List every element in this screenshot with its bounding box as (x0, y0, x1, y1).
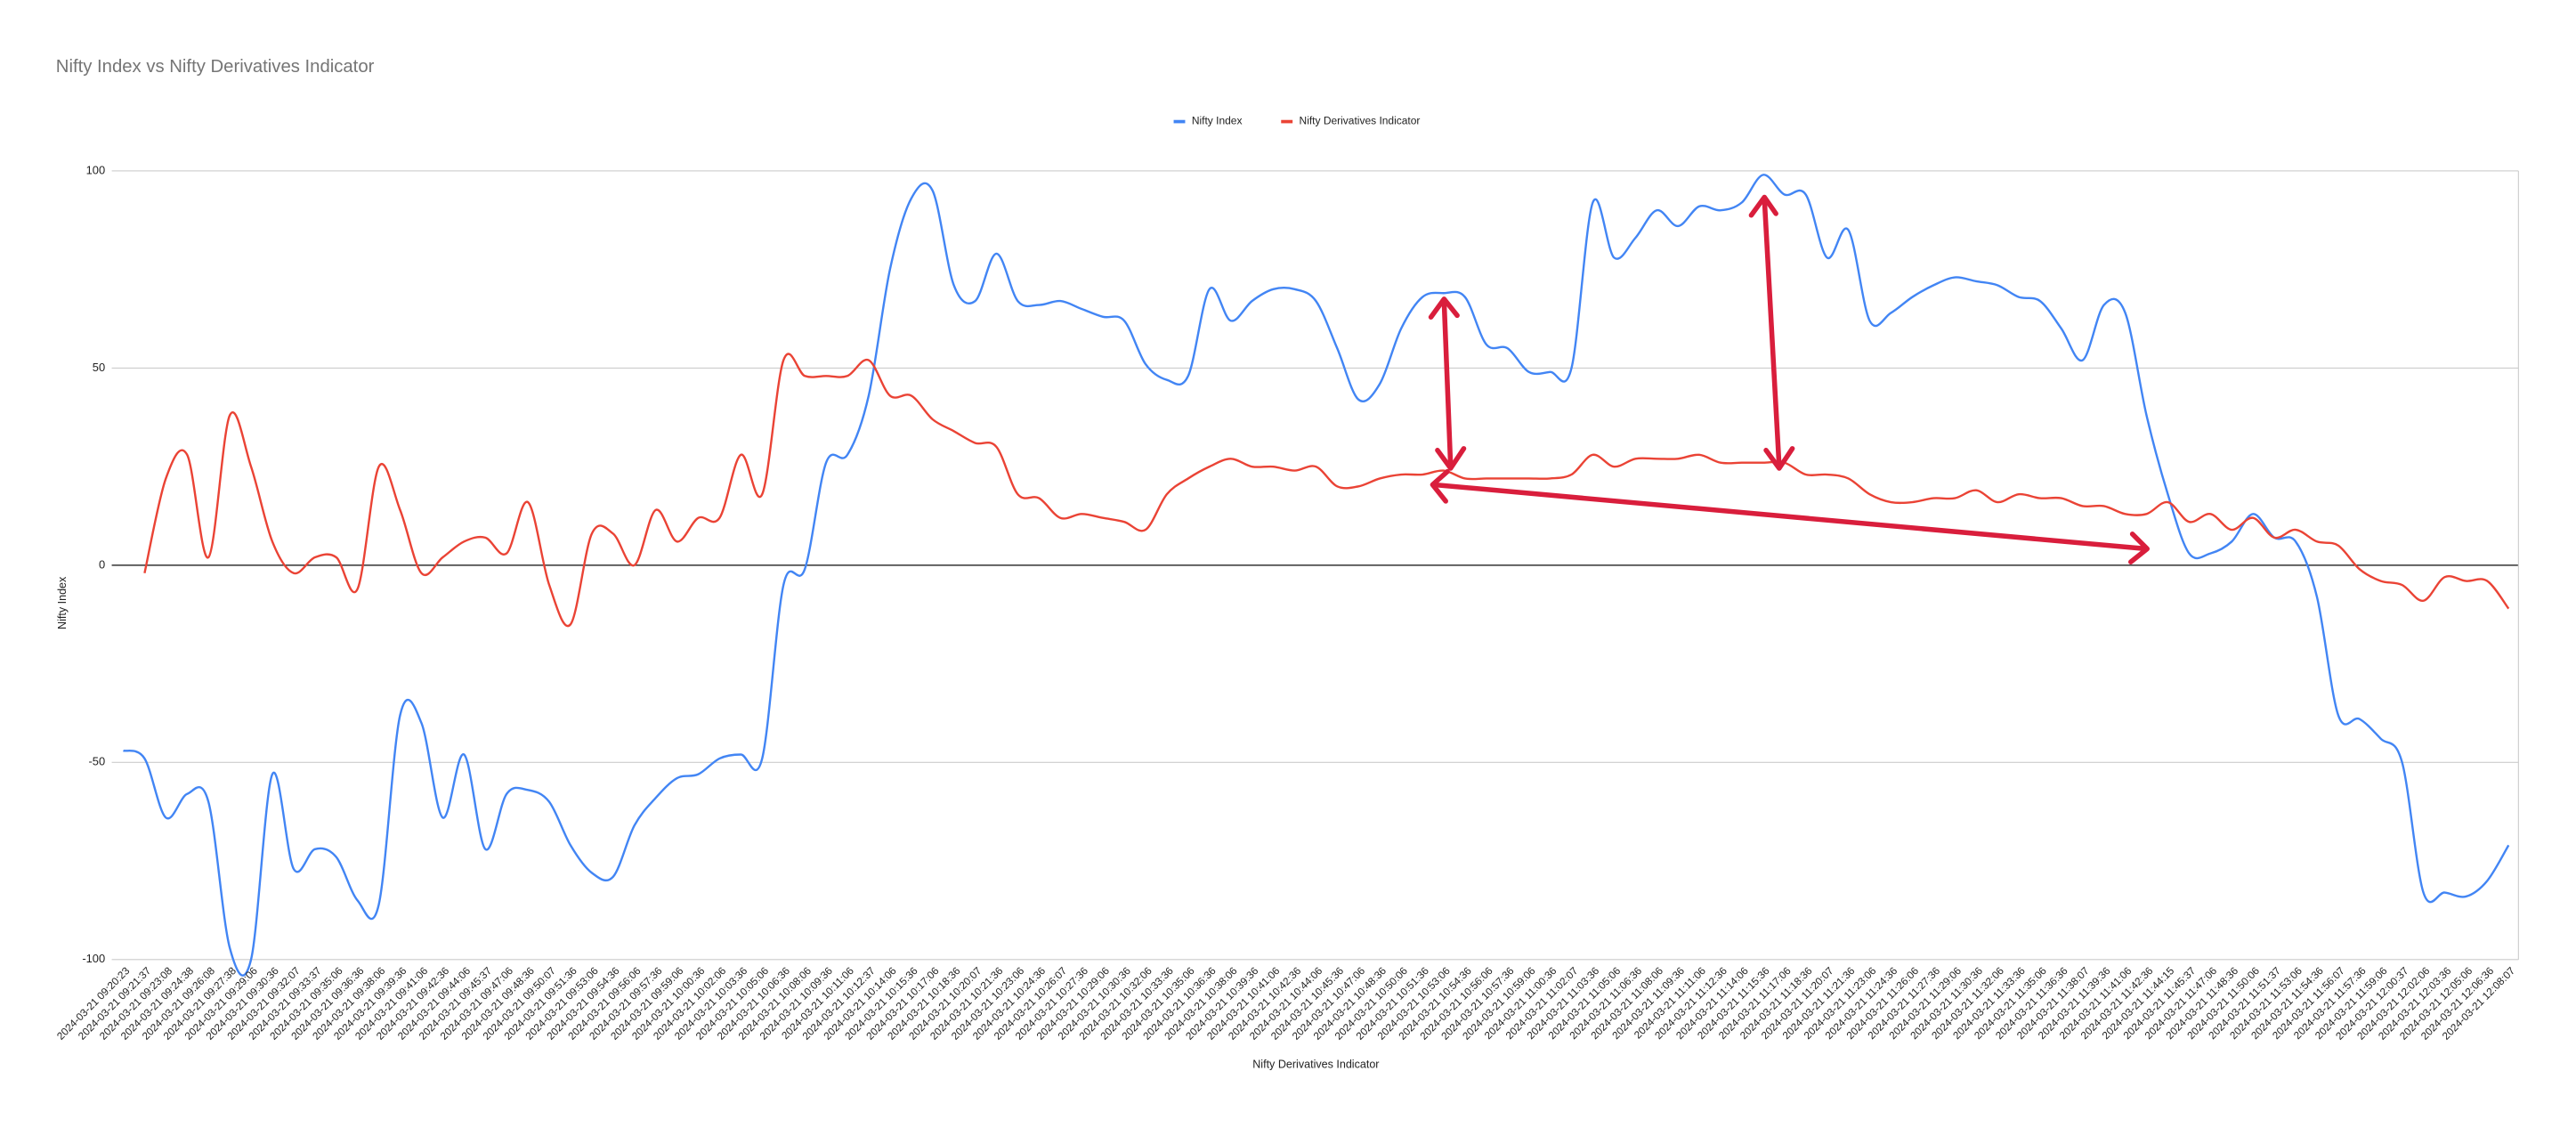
y-axis-title: Nifty Index (56, 576, 69, 629)
series-line (123, 174, 2510, 977)
annotations (1428, 194, 2151, 564)
y-tick-label: -50 (89, 755, 106, 768)
annotation-arrow (1762, 196, 1782, 469)
annotation-arrowhead (1748, 194, 1795, 471)
grid: -100 -50 0 50 100 (82, 163, 2519, 965)
x-axis-title: Nifty Derivatives Indicator (1252, 1059, 1379, 1071)
y-tick-label: 0 (99, 557, 105, 571)
annotation-arrowhead (1428, 296, 1467, 471)
plot-lines (123, 174, 2510, 977)
annotation-arrow (1441, 297, 1454, 469)
annotation-arrowhead (1430, 468, 2151, 564)
legend-label: Nifty Derivatives Indicator (1300, 115, 1421, 127)
annotation-arrow (1431, 482, 2149, 552)
legend-label: Nifty Index (1192, 115, 1243, 127)
y-tick-label: -100 (82, 952, 105, 965)
y-tick-label: 100 (86, 163, 106, 176)
y-tick-label: 50 (93, 361, 105, 374)
chart-title: Nifty Index vs Nifty Derivatives Indicat… (56, 57, 375, 77)
legend: Nifty Index Nifty Derivatives Indicator (1173, 115, 1421, 127)
series-line (143, 353, 2510, 628)
